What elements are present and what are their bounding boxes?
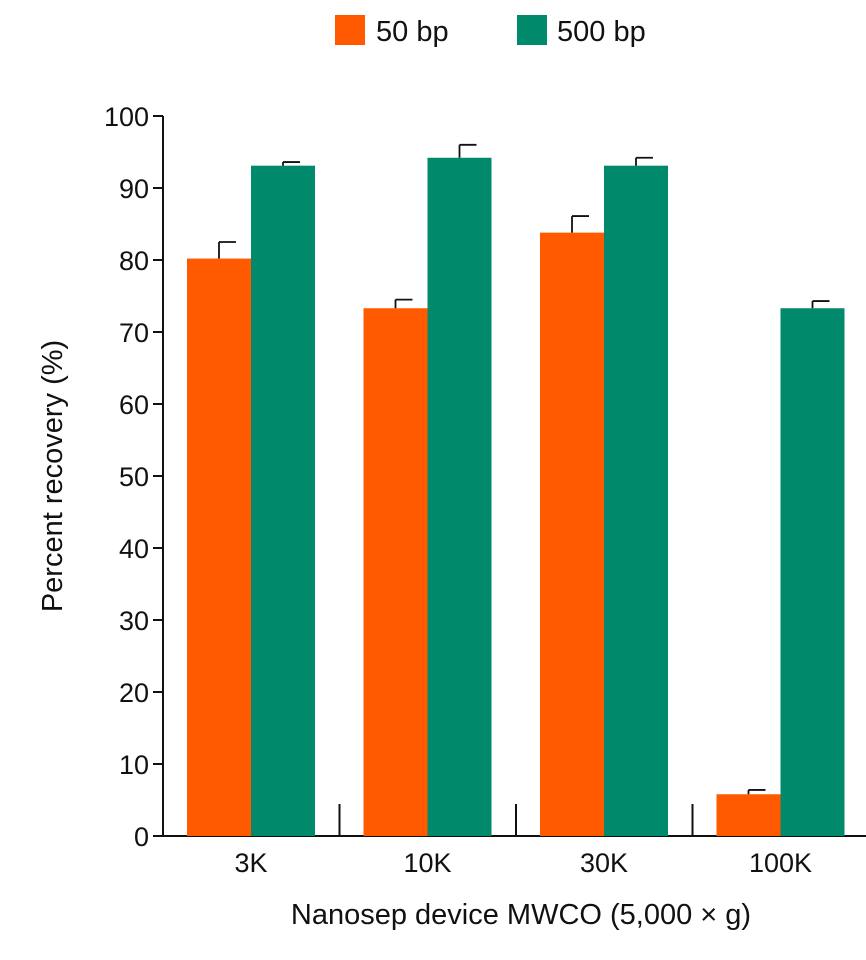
x-tick-label: 30K [580,848,628,878]
bar-500-bp-10K [427,157,492,836]
y-tick-label: 0 [134,822,149,852]
bar-50-bp-3K [187,258,251,836]
y-tick-label: 40 [119,534,149,564]
legend-label: 500 bp [557,16,646,48]
bar-50-bp-10K [363,308,428,836]
error-bars [218,143,830,795]
legend-label: 50 bp [376,16,449,48]
bar-500-bp-3K [251,165,315,836]
x-tick-label: 10K [403,848,451,878]
bars [187,157,845,836]
y-tick-label: 10 [119,750,149,780]
y-tick-label: 30 [119,606,149,636]
y-axis-title: Percent recovery (%) [37,340,69,612]
bar-50-bp-100K [716,794,781,836]
bar-500-bp-100K [780,308,845,836]
x-axis-title: Nanosep device MWCO (5,000 × g) [291,899,751,931]
x-tick-label: 100K [749,848,812,878]
y-tick-label: 90 [119,174,149,204]
y-tick-label: 70 [119,318,149,348]
x-tick-label: 3K [234,848,267,878]
bar-500-bp-30K [604,165,668,836]
legend-swatch [335,15,365,45]
y-tick-label: 60 [119,390,149,420]
bar-50-bp-30K [540,232,604,836]
y-tick-label: 20 [119,678,149,708]
legend-swatch [517,15,547,45]
y-tick-label: 50 [119,462,149,492]
axis-labels: 0 10 20 30 40 50 60 70 80 90 100 3K 10K 30K 100K Nanose… [37,102,812,931]
y-tick-label: 100 [104,102,149,132]
y-tick-label: 80 [119,246,149,276]
legend: 50 bp 500 bp [335,15,646,48]
